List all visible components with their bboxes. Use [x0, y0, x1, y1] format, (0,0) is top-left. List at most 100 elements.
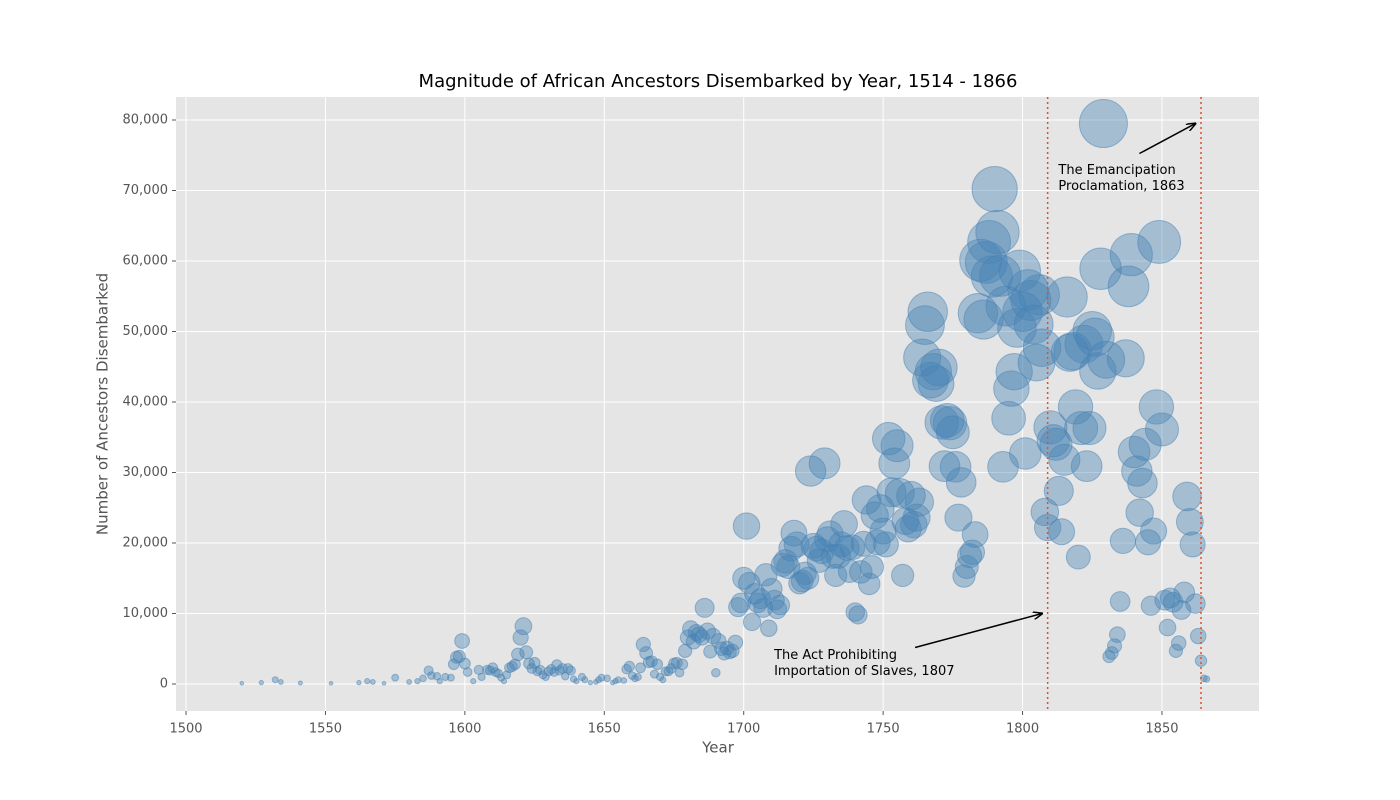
bubble: [277, 678, 284, 685]
bubble: [1018, 274, 1060, 316]
bubble: [511, 647, 525, 662]
bubble: [845, 602, 865, 622]
y-tick-label: 40,000: [123, 394, 169, 409]
bubble: [1106, 339, 1145, 378]
bubble: [924, 405, 959, 440]
bubble: [1202, 675, 1211, 683]
bubble: [364, 678, 371, 685]
y-tick-label: 20,000: [123, 535, 169, 550]
bubble: [780, 519, 808, 547]
x-tick-label: 1650: [588, 722, 621, 737]
bubble: [703, 644, 718, 659]
bubble: [991, 400, 1026, 436]
bubble: [1046, 276, 1088, 318]
bubble: [1109, 527, 1137, 555]
y-tick-label: 60,000: [123, 253, 169, 268]
annotation-text: Importation of Slaves, 1807: [774, 664, 954, 679]
bubble: [914, 353, 952, 391]
bubble: [1137, 220, 1182, 264]
bubble: [1107, 265, 1150, 308]
bubble: [884, 478, 915, 508]
bubble: [1172, 481, 1202, 512]
y-tick-label: 70,000: [123, 183, 169, 198]
bubble: [961, 521, 989, 548]
bubble: [711, 667, 721, 678]
bubble: [676, 658, 689, 671]
bubble: [760, 619, 778, 638]
bubble: [896, 480, 926, 511]
bubble: [519, 645, 534, 660]
bubble: [1079, 247, 1122, 291]
bubble: [907, 291, 948, 333]
bubble: [1158, 618, 1177, 637]
bubble: [528, 656, 541, 669]
annotation-arrow: [914, 613, 1042, 649]
bubble: [446, 673, 455, 682]
bubble: [920, 348, 958, 387]
bubble: [865, 494, 895, 523]
bubble: [995, 353, 1033, 391]
y-tick-label: 50,000: [123, 324, 169, 339]
bubble: [1017, 343, 1056, 382]
bubble: [1170, 635, 1187, 651]
bubble: [623, 660, 635, 672]
x-tick-label: 1850: [1145, 722, 1178, 737]
bubble: [1109, 591, 1131, 612]
bubble: [271, 676, 279, 684]
bubble: [1194, 654, 1208, 667]
bubble: [573, 678, 580, 685]
bubble: [967, 220, 1012, 264]
bubble: [839, 534, 866, 561]
bubble: [728, 597, 749, 618]
annotation-text: The Act Prohibiting: [773, 648, 897, 663]
bubble: [356, 679, 362, 686]
bubble: [796, 566, 820, 590]
bubble: [732, 512, 761, 540]
bubble: [391, 673, 400, 682]
bubble: [1175, 507, 1204, 536]
bubble: [635, 662, 646, 674]
annotation-arrow: [1139, 124, 1195, 155]
bubble: [957, 292, 999, 334]
bubble: [685, 633, 702, 650]
bubble: [477, 672, 486, 682]
bubble: [959, 539, 986, 565]
bubble: [742, 612, 762, 632]
bubble: [535, 664, 546, 676]
y-tick-label: 80,000: [123, 112, 169, 127]
bubble: [1087, 340, 1126, 379]
bubble: [645, 655, 658, 668]
x-tick-label: 1600: [448, 722, 481, 737]
bubble: [850, 530, 877, 557]
bubble: [500, 678, 508, 685]
bubble: [725, 643, 740, 658]
bubble: [587, 679, 594, 686]
bubble: [880, 429, 914, 463]
bubble: [633, 672, 642, 682]
bubble: [1078, 99, 1128, 149]
bubble: [975, 209, 1020, 255]
bubble: [944, 503, 973, 532]
x-tick-label: 1800: [1006, 722, 1039, 737]
bubble: [904, 487, 934, 517]
bubble: [551, 659, 563, 671]
bubble: [727, 634, 744, 651]
bubble: [957, 543, 983, 569]
bubble: [258, 679, 264, 686]
bubble: [1138, 389, 1175, 425]
bubble: [541, 672, 550, 682]
bubble: [512, 629, 529, 646]
bubble: [651, 658, 664, 671]
bubble: [1127, 467, 1158, 499]
bubble: [1009, 437, 1042, 470]
bubble: [423, 665, 434, 676]
bubble: [635, 636, 651, 653]
bubble: [454, 633, 470, 649]
bubble: [830, 510, 858, 538]
bubble: [905, 305, 945, 346]
bubble: [694, 597, 715, 618]
bubble: [470, 678, 477, 685]
bubble: [1070, 450, 1103, 482]
bubble: [935, 415, 970, 450]
